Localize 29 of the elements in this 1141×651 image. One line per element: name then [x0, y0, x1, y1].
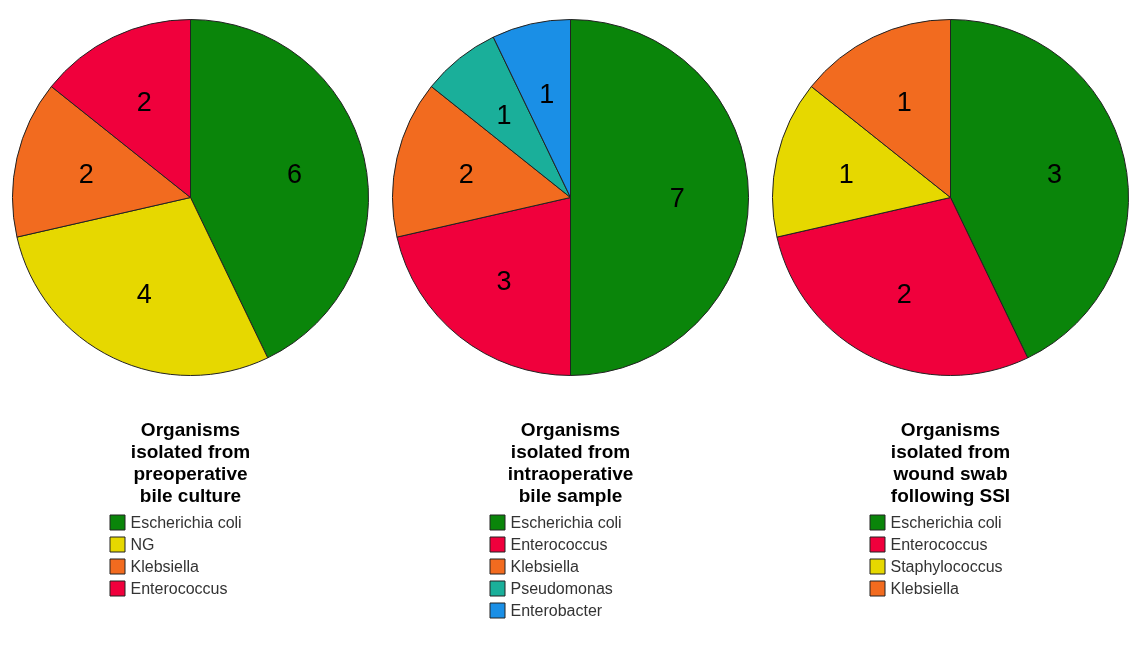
legend-label: Klebsiella [510, 558, 580, 575]
data-label: 4 [136, 279, 152, 310]
data-label: 6 [287, 159, 303, 190]
legend-label: Pseudomonas [510, 580, 613, 597]
legend-label: Staphylococcus [890, 558, 1003, 575]
data-label: 1 [896, 86, 912, 117]
data-label: 2 [896, 279, 912, 310]
legend-label: NG [130, 536, 155, 553]
data-label: 2 [78, 159, 94, 190]
legend-label: Enterococcus [130, 580, 228, 597]
data-label: 1 [838, 159, 854, 190]
legend-label: Escherichia coli [130, 514, 242, 531]
legend-label: Klebsiella [890, 580, 960, 597]
legend-label: Escherichia coli [510, 514, 622, 531]
legend-label: Escherichia coli [890, 514, 1002, 531]
legend-label: Klebsiella [130, 558, 200, 575]
data-label: 2 [458, 159, 474, 190]
legend-label: Enterococcus [890, 536, 988, 553]
data-label: 1 [539, 78, 555, 109]
data-label: 3 [496, 266, 512, 297]
data-label: 7 [669, 183, 685, 213]
legend-label: Enterobacter [510, 602, 603, 619]
data-label: 2 [136, 86, 152, 117]
legend-label: Enterococcus [510, 536, 608, 553]
data-label: 1 [496, 99, 512, 130]
text: Organisms isolated from intraoperative bile sample [507, 418, 634, 506]
text: Organisms isolated from wound swab following SSI [890, 418, 1011, 506]
text: Organisms isolated from preoperative bile culture [130, 418, 251, 506]
data-label: 3 [1047, 159, 1063, 190]
